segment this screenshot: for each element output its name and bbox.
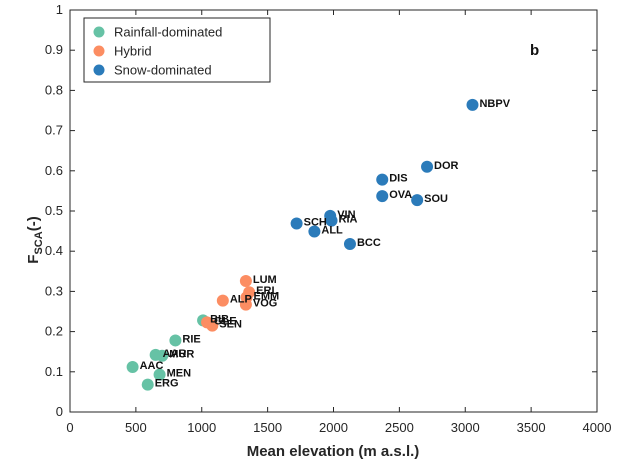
- point-alp: [216, 294, 229, 307]
- point-label-mur: MUR: [169, 349, 194, 361]
- point-label-sen: SEN: [219, 319, 242, 331]
- point-erg: [141, 378, 154, 391]
- point-label-bib: BIB: [210, 313, 229, 325]
- point-sch: [290, 217, 303, 230]
- point-dor: [421, 160, 434, 173]
- x-tick-label: 1500: [253, 420, 282, 435]
- point-label-erl: ERL: [256, 285, 278, 297]
- point-rie: [169, 334, 182, 347]
- x-tick-label: 2000: [319, 420, 348, 435]
- y-tick-label: 1: [56, 2, 63, 17]
- point-label-ova: OVA: [389, 189, 412, 201]
- x-tick-label: 3000: [451, 420, 480, 435]
- point-label-dor: DOR: [434, 160, 459, 172]
- point-vog: [239, 298, 252, 311]
- data-points: [126, 98, 479, 391]
- point-sen: [206, 319, 219, 332]
- legend-entry-label: Snow-dominated: [114, 63, 212, 78]
- legend-marker: [93, 45, 105, 57]
- point-bcc: [343, 237, 356, 250]
- point-dis: [376, 173, 389, 186]
- y-tick-label: 0: [56, 404, 63, 419]
- y-tick-label: 0.1: [45, 364, 63, 379]
- panel-label: b: [530, 42, 539, 59]
- legend-marker: [93, 64, 105, 76]
- y-axis-title-subscript: SCA: [33, 231, 45, 254]
- point-label-erg: ERG: [155, 378, 179, 390]
- point-label-aac: AAC: [140, 360, 164, 372]
- point-aac: [126, 360, 139, 373]
- point-nbpv: [466, 98, 479, 111]
- point-ria: [325, 214, 338, 227]
- legend-entry-label: Rainfall-dominated: [114, 25, 222, 40]
- point-sou: [411, 194, 424, 207]
- x-tick-label: 1000: [187, 420, 216, 435]
- x-tick-label: 3500: [517, 420, 546, 435]
- y-tick-label: 0.2: [45, 324, 63, 339]
- x-axis-title: Mean elevation (m a.s.l.): [247, 443, 420, 460]
- point-label-gle: GLE: [214, 315, 237, 327]
- y-tick-label: 0.9: [45, 42, 63, 57]
- point-label-dis: DIS: [389, 173, 407, 185]
- x-axis: 0 500 1000 1500 2000 2500 3000 3500 4000: [66, 10, 611, 435]
- point-label-sch: SCH: [304, 216, 327, 228]
- point-label-all: ALL: [321, 225, 343, 237]
- point-label-rie: RIE: [182, 333, 200, 345]
- point-label-vog: VOG: [253, 298, 277, 310]
- point-ova: [376, 190, 389, 203]
- point-label-nbpv: NBPV: [479, 98, 510, 110]
- point-all: [308, 225, 321, 238]
- point-label-lum: LUM: [253, 274, 277, 286]
- point-label-vin: VIN: [337, 209, 355, 221]
- y-axis: 0 0.1 0.2 0.3 0.4 0.5 0.6 0.7 0.8 0.9 1: [45, 2, 597, 419]
- y-tick-label: 0.8: [45, 82, 63, 97]
- x-tick-label: 4000: [583, 420, 612, 435]
- y-tick-label: 0.4: [45, 243, 63, 258]
- y-tick-label: 0.5: [45, 203, 63, 218]
- point-label-emm: EMM: [254, 290, 280, 302]
- point-men: [153, 368, 166, 381]
- point-label-bcc: BCC: [357, 237, 381, 249]
- legend-marker: [93, 26, 105, 38]
- y-tick-label: 0.3: [45, 283, 63, 298]
- point-labels: AACERGMENAARMURRIEBIBGLESENALPLUMERLEMMV…: [140, 98, 511, 390]
- point-mur: [156, 349, 169, 362]
- legend-entry-label: Hybrid: [114, 44, 152, 59]
- point-label-sou: SOU: [424, 193, 448, 205]
- legend: Rainfall-dominated Hybrid Snow-dominated: [83, 17, 271, 83]
- point-label-men: MEN: [167, 368, 192, 380]
- point-label-aar: AAR: [163, 348, 187, 360]
- legend-box: [83, 17, 271, 83]
- point-lum: [239, 274, 252, 287]
- point-label-alp: ALP: [230, 294, 252, 306]
- y-axis-title: FSCA(-): [25, 216, 45, 263]
- y-tick-label: 0.7: [45, 123, 63, 138]
- x-tick-label: 0: [66, 420, 73, 435]
- y-tick-label: 0.6: [45, 163, 63, 178]
- point-label-ria: RIA: [339, 214, 358, 226]
- x-tick-label: 500: [125, 420, 147, 435]
- x-tick-label: 2500: [385, 420, 414, 435]
- y-axis-title-tail: (-): [25, 216, 42, 231]
- y-axis-title-main: F: [25, 255, 42, 264]
